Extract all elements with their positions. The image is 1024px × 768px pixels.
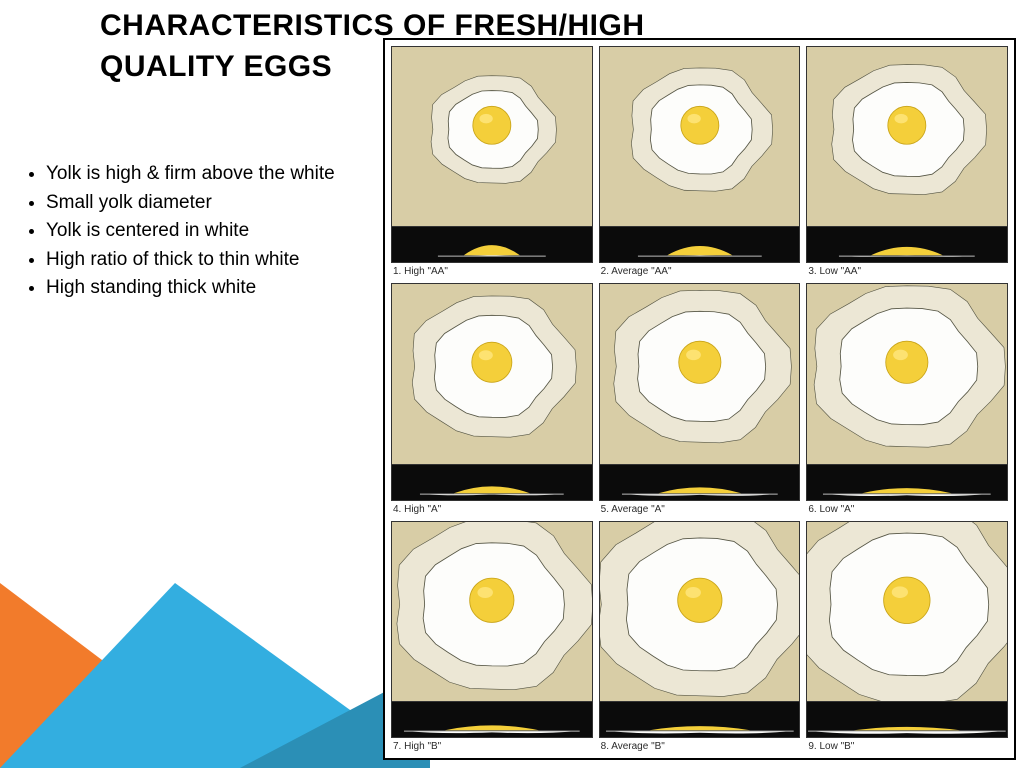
egg-side-view (806, 465, 1008, 501)
cell-caption: 8. Average "B" (599, 741, 801, 752)
cell-caption: 2. Average "AA" (599, 266, 801, 277)
chart-cell: 1. High "AA" (391, 46, 593, 277)
chart-cell: 7. High "B" (391, 521, 593, 752)
list-item: High standing thick white (46, 274, 335, 303)
chart-cell: 8. Average "B" (599, 521, 801, 752)
cell-caption: 3. Low "AA" (806, 266, 1008, 277)
cell-caption: 5. Average "A" (599, 504, 801, 515)
chart-cell: 5. Average "A" (599, 283, 801, 514)
egg-top-view (806, 521, 1008, 702)
chart-cell: 9. Low "B" (806, 521, 1008, 752)
chart-cell: 4. High "A" (391, 283, 593, 514)
cell-caption: 7. High "B" (391, 741, 593, 752)
egg-top-view (599, 46, 801, 227)
egg-side-view (391, 702, 593, 738)
list-item: Small yolk diameter (46, 189, 335, 218)
chart-cell: 3. Low "AA" (806, 46, 1008, 277)
egg-top-view (806, 46, 1008, 227)
egg-top-view (599, 521, 801, 702)
cell-caption: 9. Low "B" (806, 741, 1008, 752)
characteristics-list: Yolk is high & firm above the whiteSmall… (28, 160, 335, 303)
egg-top-view (391, 46, 593, 227)
chart-cell: 2. Average "AA" (599, 46, 801, 277)
egg-quality-chart: 1. High "AA" 2. Average "AA" 3. Low "AA" 4.… (383, 38, 1016, 760)
egg-side-view (391, 227, 593, 263)
cell-caption: 4. High "A" (391, 504, 593, 515)
egg-top-view (599, 283, 801, 464)
egg-side-view (599, 702, 801, 738)
egg-side-view (806, 227, 1008, 263)
egg-side-view (599, 465, 801, 501)
egg-top-view (391, 283, 593, 464)
decorative-triangles (0, 548, 430, 768)
chart-cell: 6. Low "A" (806, 283, 1008, 514)
egg-top-view (806, 283, 1008, 464)
cell-caption: 6. Low "A" (806, 504, 1008, 515)
egg-top-view (391, 521, 593, 702)
cell-caption: 1. High "AA" (391, 266, 593, 277)
egg-side-view (806, 702, 1008, 738)
list-item: Yolk is high & firm above the white (46, 160, 335, 189)
egg-side-view (391, 465, 593, 501)
egg-side-view (599, 227, 801, 263)
list-item: Yolk is centered in white (46, 217, 335, 246)
list-item: High ratio of thick to thin white (46, 246, 335, 275)
